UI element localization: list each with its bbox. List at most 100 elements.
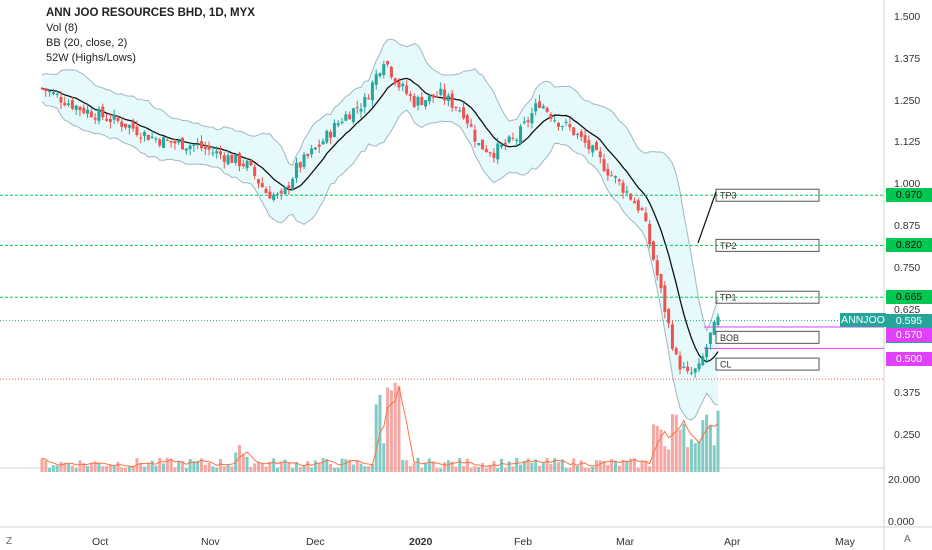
candle-body	[416, 96, 420, 106]
volume-bar	[446, 460, 450, 472]
price-tag: 0.820	[886, 238, 932, 253]
candle-body	[481, 139, 485, 150]
time-label-oct: Oct	[92, 536, 109, 548]
target-label-tp3: TP3	[720, 191, 737, 201]
volume-bar	[162, 463, 166, 472]
volume-bar	[329, 463, 333, 472]
candle-body	[450, 93, 454, 108]
candle-body	[325, 130, 329, 143]
candle-body	[313, 147, 317, 150]
candle-body	[230, 155, 234, 163]
candle-body	[275, 193, 279, 195]
candle-body	[44, 88, 48, 91]
volume-bar	[405, 460, 409, 472]
volume-bar	[712, 445, 716, 472]
volume-bar	[359, 463, 363, 472]
volume-bar	[534, 459, 538, 472]
volume-bar	[215, 467, 219, 472]
auto-scale-button[interactable]: A	[904, 534, 911, 545]
volume-bar	[462, 466, 466, 472]
candle-body	[435, 96, 439, 98]
volume-bar	[598, 460, 602, 472]
volume-bar	[617, 465, 621, 472]
volume-bar	[583, 467, 587, 472]
price-tick-label: 1.125	[894, 136, 921, 149]
volume-bar	[397, 385, 401, 472]
candle-body	[591, 145, 595, 153]
time-label-nov: Nov	[201, 536, 220, 548]
volume-bar	[708, 425, 712, 472]
candle-body	[93, 117, 97, 120]
volume-bar	[340, 458, 344, 472]
volume-bar	[241, 454, 245, 472]
candle-body	[78, 106, 82, 111]
candle-body	[420, 97, 424, 105]
candle-body	[439, 88, 443, 95]
candle-body	[370, 82, 374, 101]
candle-body	[606, 168, 610, 176]
target-box-tp1[interactable]	[715, 290, 820, 304]
volume-bar	[511, 466, 515, 472]
candle-body	[241, 163, 245, 167]
volume-bar	[279, 461, 283, 472]
legend-52w[interactable]: 52W (Highs/Lows)	[46, 52, 136, 64]
bollinger-basis	[41, 77, 719, 363]
candle-body	[279, 190, 283, 194]
volume-bar	[272, 458, 276, 472]
volume-bar	[253, 463, 257, 472]
candle-body	[158, 139, 162, 146]
candle-body	[51, 92, 55, 94]
candle-body	[196, 144, 200, 146]
target-box-tp2[interactable]	[715, 238, 820, 252]
candle-body	[644, 212, 648, 222]
price-tick-label: 1.500	[894, 11, 921, 23]
candle-body	[519, 126, 523, 144]
candle-body	[245, 160, 249, 169]
time-label-feb: Feb	[514, 536, 533, 548]
candle-body	[177, 140, 181, 143]
volume-bar	[610, 459, 614, 472]
candle-body	[264, 188, 268, 194]
volume-bar	[165, 457, 169, 472]
volume-bar	[416, 457, 420, 472]
volume-bar	[108, 464, 112, 472]
candle-body	[363, 96, 367, 108]
volume-bar	[74, 468, 78, 472]
candle-body	[40, 87, 44, 89]
zoom-icon[interactable]: Z	[6, 536, 13, 547]
candle-body	[689, 372, 693, 374]
target-box-bob[interactable]	[715, 330, 820, 344]
candle-body	[712, 321, 716, 335]
volume-bar	[632, 458, 636, 472]
candle-body	[530, 113, 534, 124]
volume-bar	[332, 467, 336, 472]
candle-body	[716, 316, 720, 325]
candle-body	[526, 120, 530, 123]
candle-body	[127, 124, 131, 128]
candle-body	[173, 141, 177, 144]
candle-body	[443, 89, 447, 101]
candle-body	[97, 108, 101, 121]
candle-body	[405, 85, 409, 94]
candle-body	[701, 356, 705, 366]
time-label-apr: Apr	[724, 536, 741, 548]
candle-body	[613, 176, 617, 178]
candle-body	[108, 119, 112, 123]
candle-body	[162, 137, 166, 148]
candle-body	[663, 285, 667, 312]
candle-body	[291, 178, 295, 190]
volume-bar	[481, 463, 485, 472]
candle-body	[534, 103, 538, 112]
candle-body	[192, 144, 196, 146]
candle-body	[621, 182, 625, 193]
volume-bar	[63, 462, 67, 472]
target-box-tp3[interactable]	[715, 188, 820, 202]
candle-body	[59, 96, 63, 103]
legend-bollinger[interactable]: BB (20, close, 2)	[46, 37, 128, 49]
target-label-tp1: TP1	[720, 293, 737, 303]
target-box-cl[interactable]	[715, 357, 820, 371]
candle-body	[184, 148, 188, 151]
candle-body	[500, 144, 504, 147]
legend-volume[interactable]: Vol (8)	[46, 22, 78, 34]
